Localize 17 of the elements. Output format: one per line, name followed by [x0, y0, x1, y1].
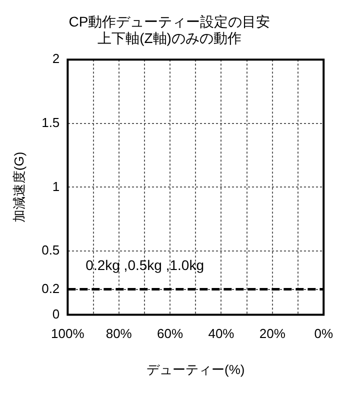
- x-tick-label: 40%: [208, 326, 235, 342]
- text: 上下軸(Z軸)のみの動作: [98, 30, 242, 46]
- x-tick-label: 60%: [157, 326, 184, 342]
- x-axis-title: デューティー(%): [146, 362, 245, 377]
- x-tick-label: 20%: [259, 326, 286, 342]
- x-tick-label: 0%: [314, 326, 334, 342]
- y-tick-label: 1: [52, 178, 60, 194]
- y-tick-label: 2: [52, 51, 60, 66]
- x-tick-label: 80%: [106, 326, 132, 342]
- y-axis-title: 加減速度(G): [11, 152, 26, 223]
- text: CP動作デューティー設定の目安: [68, 13, 270, 30]
- y-tick-label: 0.2: [42, 280, 60, 296]
- y-tick-label: 0: [52, 306, 60, 322]
- series-label: 0.2kg ,0.5kg ,1.0kg: [86, 257, 204, 274]
- y-tick-label: 1.5: [42, 114, 60, 130]
- x-tick-label: 100%: [51, 326, 85, 342]
- y-tick-label: 0.5: [42, 242, 60, 258]
